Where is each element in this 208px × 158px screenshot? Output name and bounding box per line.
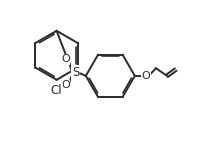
Text: O: O bbox=[61, 54, 70, 64]
Text: S: S bbox=[72, 66, 79, 79]
Text: O: O bbox=[61, 80, 70, 90]
Text: Cl: Cl bbox=[51, 84, 62, 97]
Text: O: O bbox=[142, 71, 151, 81]
